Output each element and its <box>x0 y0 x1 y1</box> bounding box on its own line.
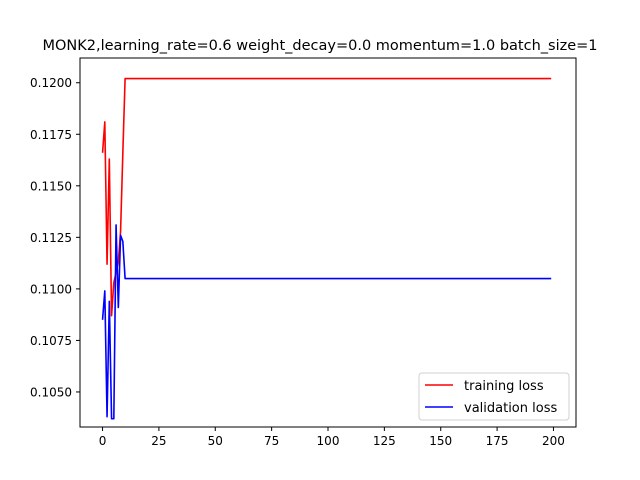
x-tick-label: 0 <box>99 434 107 448</box>
x-tick-label: 175 <box>486 434 509 448</box>
y-tick-label: 0.1200 <box>30 76 72 90</box>
y-axis: 0.1050 0.1075 0.1100 0.1125 0.1150 0.1175 0.12… <box>30 76 80 399</box>
plot-frame <box>79 57 577 428</box>
y-tick-label: 0.1075 <box>30 334 72 348</box>
series-line-validation-loss <box>101 224 552 420</box>
y-tick-label: 0.1125 <box>30 231 72 245</box>
x-tick-label: 50 <box>208 434 223 448</box>
plot-series <box>101 77 552 420</box>
legend: training loss validation loss <box>418 372 570 421</box>
x-axis: 0 25 50 75 100 125 150 175 200 <box>99 427 565 448</box>
x-tick-label: 75 <box>264 434 279 448</box>
x-tick-label: 25 <box>151 434 166 448</box>
x-tick-label: 200 <box>542 434 565 448</box>
legend-label-training-loss: training loss <box>464 379 544 394</box>
legend-label-validation-loss: validation loss <box>464 401 557 416</box>
y-tick-label: 0.1050 <box>30 385 72 399</box>
x-tick-label: 150 <box>429 434 452 448</box>
x-tick-label: 125 <box>373 434 396 448</box>
legend-frame <box>418 372 570 421</box>
x-tick-label: 100 <box>317 434 340 448</box>
y-tick-label: 0.1100 <box>30 282 72 296</box>
y-tick-label: 0.1175 <box>30 128 72 142</box>
chart-title: MONK2,learning_rate=0.6 weight_decay=0.0… <box>42 38 597 54</box>
y-tick-label: 0.1150 <box>30 179 72 193</box>
